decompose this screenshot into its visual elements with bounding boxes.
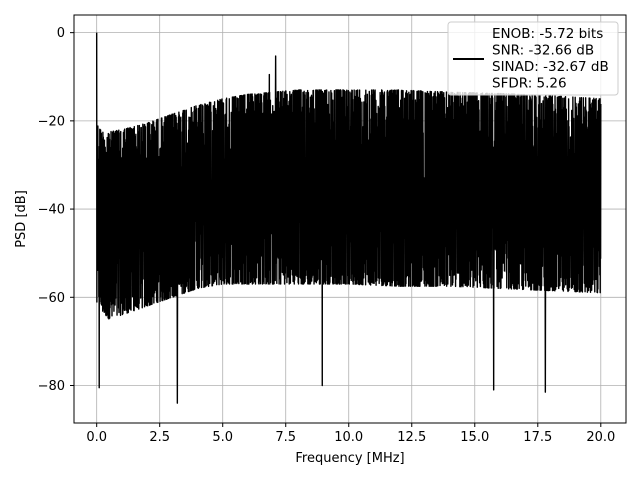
- x-tick-label: 12.5: [397, 430, 426, 445]
- axes-frame: [73, 14, 627, 424]
- y-axis: 0 −20 −40 −60 −80: [38, 26, 74, 394]
- x-tick-label: 17.5: [523, 430, 552, 445]
- y-axis-label: PSD [dB]: [14, 190, 29, 248]
- x-axis-label: Frequency [MHz]: [295, 451, 404, 466]
- y-tick-label: −40: [38, 203, 65, 218]
- x-axis: 0.0 2.5 5.0 7.5 10.0 12.5 15.0 17.5 20.0: [86, 423, 615, 445]
- legend: ENOB: -5.72 bits SNR: -32.66 dB SINAD: -…: [447, 21, 619, 96]
- y-tick-label: −80: [38, 379, 65, 394]
- legend-sfdr: SFDR: 5.26: [492, 76, 567, 92]
- psd-series-line: [95, 32, 602, 404]
- x-tick-label: 15.0: [460, 430, 489, 445]
- legend-sinad: SINAD: -32.67 dB: [492, 59, 609, 75]
- x-tick-label: 10.0: [334, 430, 363, 445]
- y-tick-label: 0: [57, 26, 65, 41]
- x-tick-label: 2.5: [149, 430, 170, 445]
- x-tick-label: 7.5: [275, 430, 296, 445]
- legend-box: [447, 21, 619, 96]
- plot-area: [95, 32, 602, 404]
- x-tick-label: 20.0: [586, 430, 615, 445]
- legend-enob: ENOB: -5.72 bits: [492, 26, 603, 42]
- x-tick-label: 5.0: [212, 430, 233, 445]
- y-tick-label: −60: [38, 291, 65, 306]
- legend-snr: SNR: -32.66 dB: [492, 43, 594, 59]
- y-tick-label: −20: [38, 114, 65, 129]
- x-tick-label: 0.0: [86, 430, 107, 445]
